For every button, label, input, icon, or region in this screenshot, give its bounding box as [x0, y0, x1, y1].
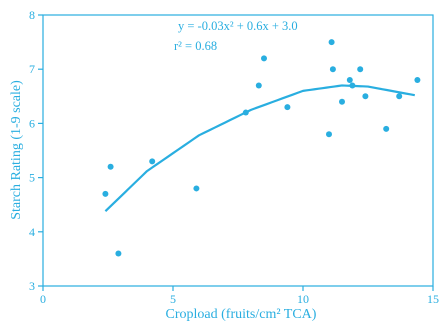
y-tick-label: 7: [29, 62, 35, 76]
data-point: [357, 66, 364, 73]
data-point: [349, 82, 356, 89]
data-point: [339, 98, 345, 105]
data-point: [329, 66, 336, 73]
equation-annotation: y = -0.03x² + 0.6x + 3.0: [178, 19, 298, 33]
data-point: [115, 250, 122, 257]
x-tick-label: 15: [427, 292, 439, 306]
data-point: [362, 93, 369, 100]
y-tick-label: 5: [29, 171, 35, 185]
fit-curve-layer: [104, 84, 416, 212]
data-point: [242, 109, 249, 116]
data-point: [414, 77, 421, 84]
data-point: [396, 93, 403, 100]
x-axis-title: Cropload (fruits/cm² TCA): [166, 307, 317, 322]
data-point: [149, 158, 156, 165]
x-tick-label: 5: [170, 292, 176, 306]
data-point: [255, 82, 262, 89]
data-point: [284, 104, 291, 111]
y-tick-label: 8: [29, 8, 35, 22]
y-tick-label: 4: [29, 225, 35, 239]
y-tick-label: 6: [29, 116, 35, 130]
fit-curve: [104, 84, 416, 212]
x-tick-label: 0: [40, 292, 46, 306]
data-point: [102, 190, 109, 197]
data-points: [102, 39, 421, 257]
x-tick-label: 10: [297, 292, 309, 306]
data-point: [328, 39, 335, 46]
data-point: [346, 77, 353, 84]
data-point: [107, 163, 114, 170]
axes: 0 5 10 15 3 4 5 6 7 8: [29, 8, 439, 306]
r-squared-annotation: r² = 0.68: [174, 39, 217, 53]
plot-frame: [42, 14, 434, 287]
y-tick-label: 3: [29, 279, 35, 293]
data-point: [326, 131, 332, 138]
data-point: [383, 125, 390, 132]
data-point: [193, 185, 200, 192]
y-axis-title: Starch Rating (1-9 scale): [9, 80, 24, 220]
data-point: [261, 55, 267, 62]
